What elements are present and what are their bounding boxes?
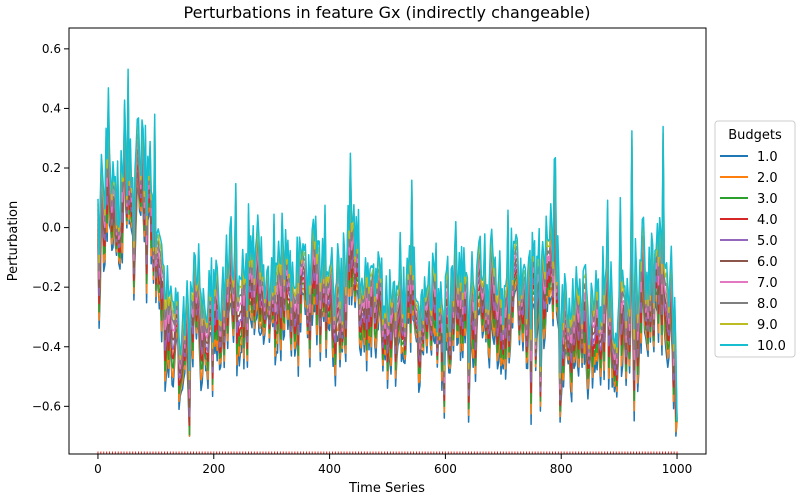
legend-entry: 4.0 [757,213,778,228]
y-tick-label: −0.6 [32,399,61,413]
legend-box [714,120,796,358]
x-tick-label: 1000 [662,462,693,476]
x-tick-label: 0 [94,462,102,476]
legend-entry: 6.0 [757,255,778,270]
legend-entry: 3.0 [757,192,778,207]
series-line-2.0 [97,130,678,437]
plot-area-frame [68,27,707,455]
legend-entry: 5.0 [757,234,778,249]
legend-entry: 9.0 [757,318,778,333]
x-tick-label: 600 [434,462,457,476]
x-tick-label: 800 [550,462,573,476]
x-axis: 0 200 400 600 800 1000 [94,454,692,476]
y-tick-label: −0.4 [32,340,61,354]
y-tick-label: 0.6 [42,42,61,56]
y-tick-label: 0.0 [42,221,61,235]
y-tick-label: 0.4 [42,101,61,115]
legend-entry: 7.0 [757,276,778,291]
legend-title: Budgets [728,128,782,143]
legend-entry: 10.0 [757,339,786,354]
x-tick-label: 200 [202,462,225,476]
plot-lines [97,68,678,437]
chart-title: Perturbations in feature Gx (indirectly … [184,3,591,22]
x-axis-label: Time Series [348,481,425,496]
legend-entry: 8.0 [757,297,778,312]
legend-entry: 1.0 [757,150,778,165]
legend: Budgets 1.0 2.0 3.0 4.0 5.0 6.0 7.0 8.0 9.0 10.0 [714,120,796,358]
series-line-1.0 [97,134,678,437]
y-tick-label: −0.2 [32,280,61,294]
y-axis: −0.6 −0.4 −0.2 0.0 0.2 0.4 0.6 [32,42,69,413]
legend-entry: 2.0 [757,171,778,186]
x-tick-label: 400 [318,462,341,476]
series-line-10.0 [97,68,678,422]
y-axis-label: Perturbation [6,201,21,282]
y-tick-label: 0.2 [42,161,61,175]
